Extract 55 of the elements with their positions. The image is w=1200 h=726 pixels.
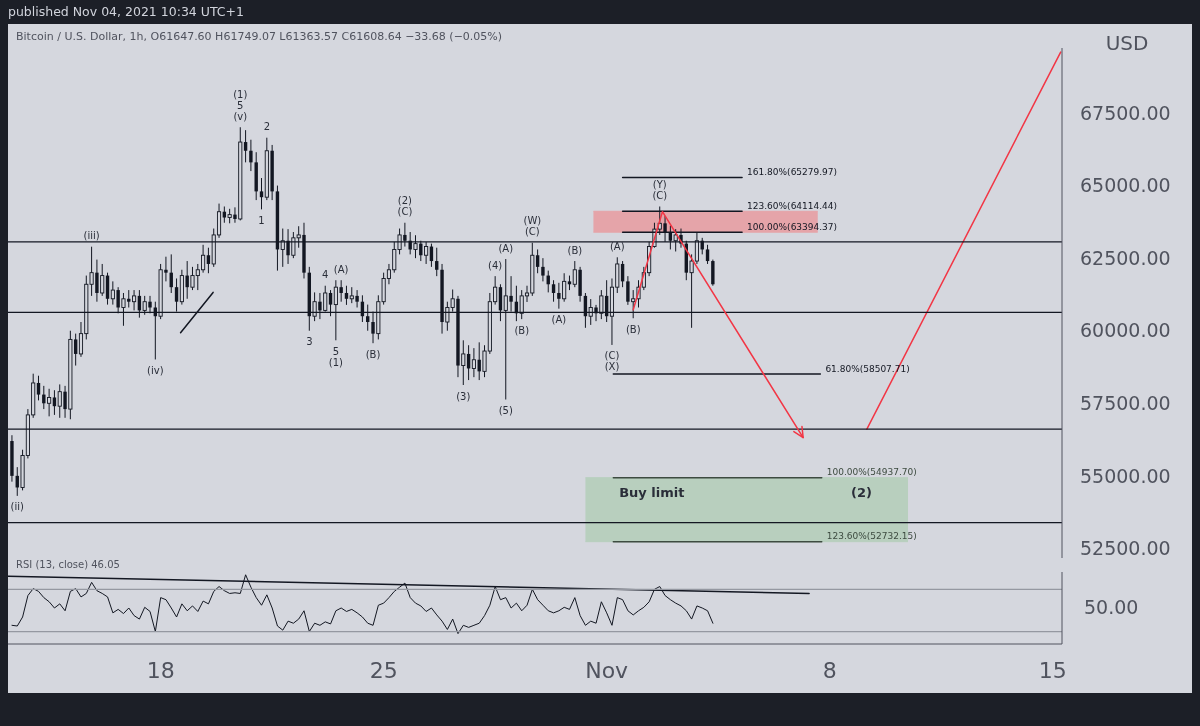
annotation: (3) <box>456 390 471 402</box>
annotation: 2 <box>263 121 271 133</box>
annotation: Buy limit <box>619 485 685 501</box>
series-label: 123.60%(52732.15) <box>826 531 917 542</box>
series-label: 100.00%(54937.70) <box>826 467 917 478</box>
annotation: (B) <box>567 244 583 256</box>
chart-title: Bitcoin / U.S. Dollar, 1h, O61647.60 H61749.07 L61363.57 C61608.64 −33.68 (−0.05%) <box>16 30 503 43</box>
annotation: (1) <box>328 356 344 368</box>
annotation: (v) <box>233 110 248 122</box>
x-tick-label: 25 <box>369 657 398 683</box>
y-tick-label: 65000.00 <box>1080 174 1171 197</box>
annotation: (C) <box>524 226 540 238</box>
annotation: (B) <box>365 348 381 360</box>
annotation: (iv) <box>147 364 164 376</box>
x-tick-label: 15 <box>1038 657 1067 683</box>
annotation: (2) <box>397 195 413 207</box>
annotation: (4) <box>488 259 503 271</box>
annotation: (1) <box>233 88 248 100</box>
annotation: 3 <box>306 336 313 348</box>
text: 50.00 <box>1084 596 1139 618</box>
text: published Nov 04, 2021 10:34 UTC+1 <box>8 4 244 19</box>
annotation: (A) <box>551 314 567 326</box>
annotation: (A) <box>333 263 349 275</box>
annotation: (W) <box>523 215 542 227</box>
annotation: (C) <box>604 350 620 362</box>
y-axis-title: USD <box>1104 31 1150 55</box>
y-tick-label: 67500.00 <box>1080 101 1171 124</box>
y-tick-label: 62500.00 <box>1080 246 1171 269</box>
x-tick-label: Nov <box>585 657 629 683</box>
y-tick-label: 55000.00 <box>1080 464 1171 487</box>
annotation: (B) <box>625 323 641 335</box>
annotation: (C) <box>397 206 413 218</box>
annotation: 5 <box>332 345 340 357</box>
series-label: 161.80%(65279.97) <box>747 166 838 177</box>
chart-title: RSI (13, close) 46.05 <box>16 559 120 570</box>
series-label: 123.60%(64114.44) <box>747 200 838 211</box>
annotation: (B) <box>514 324 530 336</box>
annotation: (A) <box>498 242 514 254</box>
annotation: (ii) <box>10 501 25 513</box>
annotation: 4 <box>322 269 329 281</box>
series-label: 100.00%(63394.37) <box>747 221 838 232</box>
annotation: (2) <box>851 485 873 501</box>
annotation: (5) <box>498 405 513 417</box>
annotation: (C) <box>652 189 668 201</box>
annotation: (iii) <box>83 230 100 242</box>
annotation: 5 <box>237 99 244 111</box>
y-tick-label: 57500.00 <box>1080 392 1171 415</box>
y-tick-label: 52500.00 <box>1080 537 1171 560</box>
annotation: 1 <box>258 214 265 226</box>
x-tick-label: 8 <box>822 657 837 683</box>
y-tick-label: 60000.00 <box>1080 319 1171 342</box>
annotation: (X) <box>604 361 620 373</box>
annotation: (Y) <box>652 178 667 190</box>
annotation: (A) <box>609 240 625 252</box>
x-tick-label: 18 <box>146 657 175 683</box>
